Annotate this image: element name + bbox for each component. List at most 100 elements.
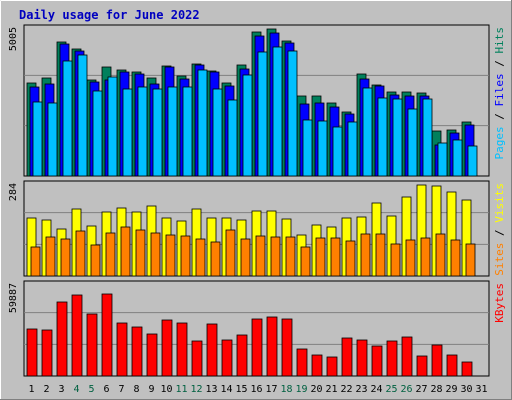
bar-sites-day-12 (195, 238, 206, 277)
bar-kbytes-day-5 (86, 313, 98, 377)
bar-sites-day-20 (315, 237, 326, 277)
x-tick-label: 28 (430, 384, 442, 395)
panels-layer: 5005 Pages / Files / Hits 284 Sites / Visit… (8, 24, 506, 377)
legend-sites-label: Sites (493, 243, 506, 276)
bar-pages-day-15 (242, 74, 253, 177)
bar-pages-day-1 (32, 101, 43, 177)
bar-kbytes-day-1 (26, 328, 38, 377)
bar-pages-day-21 (332, 126, 343, 177)
x-tick-label: 10 (160, 384, 172, 395)
bar-sites-day-11 (180, 235, 191, 277)
panel-visits-ymax-label: 284 (8, 183, 19, 201)
panel-visits: 284 Sites / Visits (8, 180, 506, 277)
bar-sites-day-14 (225, 229, 236, 277)
bar-pages-day-25 (392, 98, 403, 177)
bar-pages-day-19 (302, 119, 313, 177)
bar-kbytes-day-16 (251, 318, 263, 377)
x-tick-label: 19 (295, 384, 307, 395)
bar-sites-day-28 (435, 233, 446, 277)
bar-kbytes-day-24 (371, 345, 383, 377)
legend-kbytes-label: KBytes (493, 283, 506, 323)
bar-kbytes-day-30 (461, 361, 473, 377)
bar-sites-day-6 (105, 232, 116, 277)
x-tick-label: 7 (118, 384, 124, 395)
bar-sites-day-21 (330, 237, 341, 277)
bar-sites-day-15 (240, 238, 251, 277)
x-tick-label: 18 (280, 384, 292, 395)
panel-traffic-ymax-label: 5005 (8, 27, 19, 51)
bar-kbytes-day-23 (356, 339, 368, 377)
bar-pages-day-5 (92, 90, 103, 177)
series-pages (32, 46, 478, 177)
bar-pages-day-18 (287, 50, 298, 177)
x-tick-label: 25 (385, 384, 397, 395)
bar-sites-day-29 (450, 239, 461, 277)
x-tick-label: 24 (370, 384, 382, 395)
bar-pages-day-14 (227, 99, 238, 177)
bar-kbytes-day-7 (116, 322, 128, 377)
bar-kbytes-day-3 (56, 301, 68, 377)
bar-pages-day-11 (182, 86, 193, 177)
bar-kbytes-day-2 (41, 329, 53, 377)
bar-pages-day-30 (467, 145, 478, 177)
x-tick-label: 21 (325, 384, 337, 395)
bar-pages-day-16 (257, 51, 268, 177)
x-tick-label: 1 (28, 384, 34, 395)
bar-sites-day-7 (120, 226, 131, 277)
bar-sites-day-22 (345, 240, 356, 277)
bar-pages-day-24 (377, 97, 388, 177)
x-tick-label: 12 (190, 384, 202, 395)
bar-pages-day-7 (122, 88, 133, 177)
bar-sites-day-24 (375, 233, 386, 277)
bar-pages-day-17 (272, 46, 283, 177)
bar-kbytes-day-28 (431, 344, 443, 377)
bar-kbytes-day-14 (221, 339, 233, 377)
bar-kbytes-day-10 (161, 319, 173, 377)
x-tick-label: 3 (58, 384, 64, 395)
bar-pages-day-29 (452, 139, 463, 177)
x-tick-label: 22 (340, 384, 352, 395)
bar-kbytes-day-19 (296, 348, 308, 377)
bar-kbytes-day-6 (101, 293, 113, 377)
panel-kbytes-legend: KBytes (493, 283, 506, 323)
x-tick-label: 2 (43, 384, 49, 395)
x-tick-label: 29 (445, 384, 457, 395)
series-sites (30, 226, 476, 277)
x-tick-label: 5 (88, 384, 94, 395)
bar-sites-day-23 (360, 233, 371, 277)
bar-kbytes-day-25 (386, 340, 398, 377)
bar-sites-day-25 (390, 243, 401, 277)
legend--label: / (493, 54, 506, 74)
bar-kbytes-day-8 (131, 326, 143, 377)
bar-pages-day-4 (77, 54, 88, 177)
bar-pages-day-3 (62, 60, 73, 177)
bar-pages-day-10 (167, 86, 178, 177)
x-tick-label: 23 (355, 384, 367, 395)
bar-sites-day-3 (60, 238, 71, 277)
bar-pages-day-12 (197, 69, 208, 177)
bar-sites-day-4 (75, 230, 86, 277)
bar-pages-day-8 (137, 86, 148, 177)
bar-pages-day-26 (407, 108, 418, 177)
x-tick-label: 6 (103, 384, 109, 395)
x-tick-label: 11 (175, 384, 187, 395)
x-tick-label: 4 (73, 384, 79, 395)
legend-hits-label: Hits (493, 27, 506, 54)
x-tick-label: 17 (265, 384, 277, 395)
bar-pages-day-22 (347, 121, 358, 177)
bar-sites-day-1 (30, 246, 41, 277)
panel-kbytes: 59887 KBytes (8, 280, 506, 377)
legend-visits-label: Visits (493, 183, 506, 223)
bar-pages-day-20 (317, 120, 328, 177)
panel-traffic: 5005 Pages / Files / Hits (8, 24, 506, 177)
x-tick-label: 26 (400, 384, 412, 395)
legend--label: / (493, 107, 506, 127)
bar-kbytes-day-20 (311, 354, 323, 377)
bar-kbytes-day-12 (191, 340, 203, 377)
bar-kbytes-day-17 (266, 316, 278, 377)
bar-kbytes-day-29 (446, 354, 458, 377)
x-tick-label: 31 (475, 384, 487, 395)
x-tick-label: 16 (250, 384, 262, 395)
